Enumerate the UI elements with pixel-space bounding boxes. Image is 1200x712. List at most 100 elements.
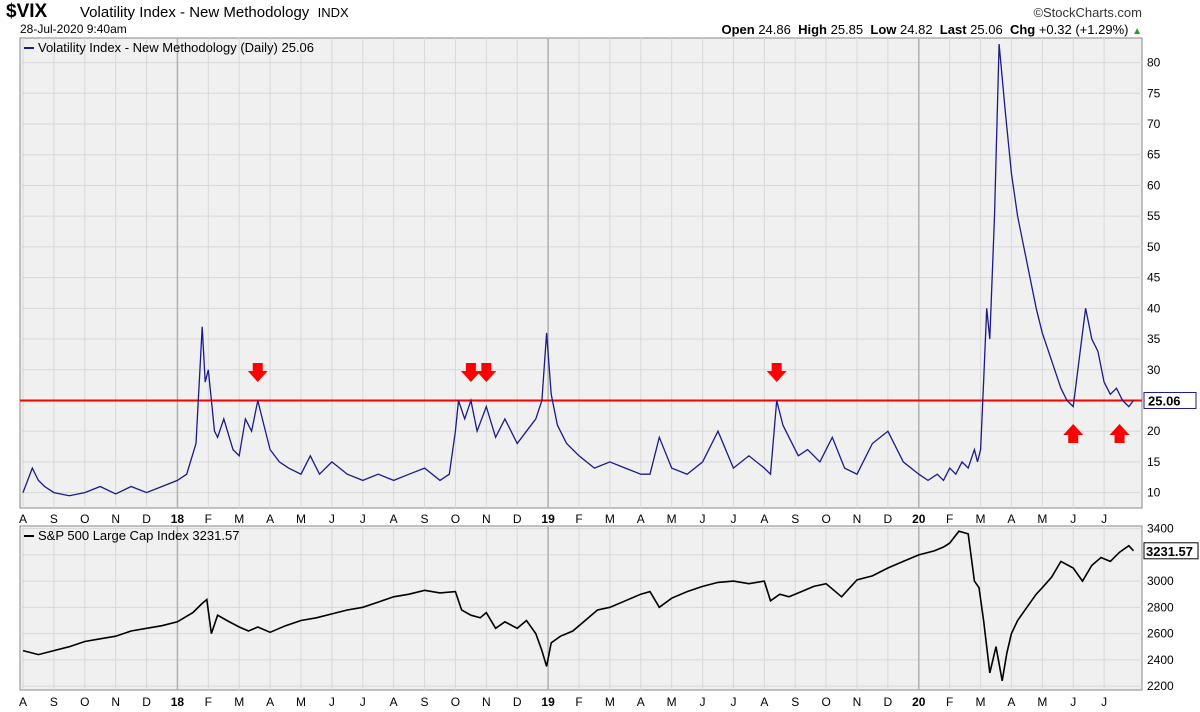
spx-x-tick-label: S: [421, 695, 429, 709]
vix-x-tick-label: A: [760, 512, 768, 526]
vix-x-tick-label: F: [575, 512, 582, 526]
spx-x-tick-label: S: [50, 695, 58, 709]
vix-pane: 101520253035404550556065707580 ASOND18FM…: [19, 37, 1197, 526]
spx-x-tick-label: N: [111, 695, 120, 709]
vix-x-tick-label: A: [266, 512, 274, 526]
spx-x-tick-label: A: [19, 695, 27, 709]
spx-series-line: [22, 530, 1135, 681]
low-value: 24.82: [900, 22, 933, 37]
vix-x-tick-label: M: [296, 512, 306, 526]
vix-x-tick-label: A: [637, 512, 645, 526]
spx-legend-text: S&P 500 Large Cap Index 3231.57: [38, 528, 239, 543]
brand-label: ©StockCharts.com: [1033, 5, 1142, 20]
vix-pane-background: [19, 37, 1143, 509]
up-triangle-icon: ▲: [1132, 26, 1142, 37]
spx-last-value-box: [1143, 542, 1199, 560]
spx-x-tick-label: D: [884, 695, 893, 709]
vix-x-tick-label: 20: [912, 512, 926, 526]
spx-pane-background: [19, 525, 1143, 691]
spx-x-tick-label: F: [946, 695, 953, 709]
spx-x-tick-label: M: [296, 695, 306, 709]
down-arrow-icon: [476, 363, 497, 382]
vix-x-tick-label: M: [1037, 512, 1047, 526]
spx-x-tick-label: J: [1070, 695, 1076, 709]
spx-x-tick-label: N: [482, 695, 491, 709]
spx-x-tick-label: J: [360, 695, 366, 709]
last-label: Last: [939, 22, 967, 37]
vix-x-tick-label: F: [946, 512, 953, 526]
vix-x-tick-label: J: [1070, 512, 1076, 526]
vix-y-tick-label: 45: [1147, 271, 1161, 285]
open-label: Open: [721, 22, 755, 37]
vix-series-line: [22, 44, 1135, 497]
spx-x-tick-label: 18: [171, 695, 185, 709]
vix-x-axis: A S O N D 18 F M A M J J A S O N D 19 F M A M J J A S O N D 20 F M A M J J: [19, 512, 1107, 526]
vix-x-tick-label: O: [821, 512, 830, 526]
vix-x-tick-label: S: [791, 512, 799, 526]
spx-x-tick-label: O: [80, 695, 89, 709]
vix-legend-text: Volatility Index - New Methodology (Dail…: [38, 40, 314, 55]
vix-y-tick-label: 35: [1147, 332, 1161, 346]
spx-x-tick-label: M: [605, 695, 615, 709]
spx-x-tick-label: D: [513, 695, 522, 709]
spx-x-tick-label: N: [853, 695, 862, 709]
symbol-title: $VIX: [6, 1, 48, 22]
quote-summary: Open 24.86 High 25.85 Low 24.82 Last 25.…: [721, 22, 1142, 37]
vix-x-tick-label: D: [142, 512, 151, 526]
spx-x-tick-label: J: [700, 695, 706, 709]
spx-x-axis: A S O N D 18 F M A M J J A S O N D 19 F M A M J J A S O N D 20 F M A M J J: [19, 695, 1107, 709]
low-label: Low: [870, 22, 897, 37]
spx-x-tick-label: S: [791, 695, 799, 709]
spx-x-tick-label: M: [1037, 695, 1047, 709]
down-arrow-icon: [766, 363, 787, 382]
vix-y-tick-label: 50: [1147, 240, 1161, 254]
spx-x-tick-label: J: [1101, 695, 1107, 709]
vix-y-tick-label: 70: [1147, 117, 1161, 131]
vix-x-tick-label: D: [513, 512, 522, 526]
vix-x-tick-label: A: [390, 512, 398, 526]
spx-y-tick-label: 3400: [1147, 522, 1174, 536]
vix-last-value-box: [1143, 391, 1197, 409]
vix-x-tick-label: J: [730, 512, 736, 526]
vix-x-tick-label: F: [205, 512, 212, 526]
up-arrow-icon: [1063, 424, 1084, 443]
vix-x-tick-label: A: [19, 512, 27, 526]
spx-x-tick-label: J: [329, 695, 335, 709]
spx-x-tick-label: D: [142, 695, 151, 709]
vix-x-tick-label: J: [329, 512, 335, 526]
spx-x-tick-label: 19: [541, 695, 555, 709]
up-arrow-icon: [1109, 424, 1130, 443]
vix-y-tick-label: 55: [1147, 209, 1161, 223]
vix-x-tick-label: 18: [171, 512, 185, 526]
vix-y-tick-label: 10: [1147, 486, 1161, 500]
vix-x-tick-label: S: [421, 512, 429, 526]
spx-x-tick-label: F: [575, 695, 582, 709]
down-arrow-icon: [460, 363, 481, 382]
vix-y-axis: 101520253035404550556065707580: [1147, 56, 1161, 500]
vix-y-tick-label: 40: [1147, 301, 1161, 315]
spx-last-value-tag: 3231.57: [1143, 542, 1199, 560]
spx-x-tick-label: A: [637, 695, 645, 709]
security-name: Volatility Index - New Methodology INDX: [80, 4, 349, 21]
spx-x-tick-label: M: [234, 695, 244, 709]
vix-x-tick-label: M: [234, 512, 244, 526]
spx-x-tick-label: O: [451, 695, 460, 709]
vix-y-tick-label: 65: [1147, 148, 1161, 162]
spx-x-tick-label: M: [976, 695, 986, 709]
vix-y-tick-label: 75: [1147, 86, 1161, 100]
quote-datetime: 28-Jul-2020 9:40am: [20, 22, 127, 36]
spx-last-value-text: 3231.57: [1146, 544, 1193, 559]
exchange-label: INDX: [317, 5, 349, 20]
spx-y-tick-label: 2600: [1147, 627, 1174, 641]
vix-legend: Volatility Index - New Methodology (Dail…: [24, 40, 314, 55]
spx-y-tick-label: 2200: [1147, 679, 1174, 693]
spx-x-tick-label: F: [205, 695, 212, 709]
vix-x-tick-label: O: [451, 512, 460, 526]
spx-grid: [20, 526, 1142, 690]
vix-x-tick-label: N: [853, 512, 862, 526]
chg-value: +0.32 (+1.29%): [1038, 22, 1129, 37]
spx-x-tick-label: O: [821, 695, 830, 709]
spx-x-tick-label: A: [760, 695, 768, 709]
spx-x-tick-label: A: [1007, 695, 1015, 709]
vix-x-tick-label: S: [50, 512, 58, 526]
